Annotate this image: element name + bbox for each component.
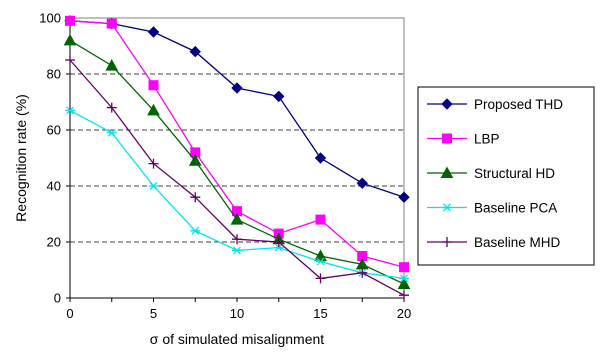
- data-point: [315, 257, 326, 266]
- data-point: [399, 274, 409, 283]
- x-tick-label: 0: [66, 306, 73, 321]
- data-point: [232, 246, 242, 255]
- legend-item: Structural HD: [427, 166, 555, 181]
- data-point: [63, 33, 77, 46]
- data-point: [148, 80, 159, 91]
- data-point: [105, 59, 119, 71]
- legend-marker: [440, 166, 454, 178]
- data-point: [399, 262, 409, 273]
- data-point: [315, 214, 326, 225]
- legend: Proposed THD LBP Structural HD Baseline PCA…: [417, 86, 595, 266]
- y-tick-label: 100: [39, 11, 61, 26]
- data-point: [399, 290, 409, 301]
- data-point: [273, 237, 284, 247]
- data-point: [273, 243, 284, 252]
- data-point: [315, 273, 326, 284]
- series-baseline-mhd: [65, 55, 409, 301]
- y-tick-label: 0: [54, 291, 61, 306]
- plot-area: [70, 18, 404, 298]
- x-tick-label: 20: [397, 306, 411, 321]
- y-tick-label: 40: [47, 179, 61, 194]
- x-tick-label: 10: [230, 306, 244, 321]
- legend-marker: [442, 203, 452, 212]
- series-lbp: [65, 15, 409, 273]
- data-point: [190, 192, 201, 203]
- legend-item: Baseline MHD: [427, 235, 561, 250]
- data-point: [188, 154, 202, 166]
- x-tick-label: 5: [150, 306, 157, 321]
- legend-marker: [442, 133, 452, 144]
- y-tick-label: 80: [47, 67, 61, 82]
- series-lines: [63, 15, 411, 301]
- x-axis-label: σ of simulated misalignment: [150, 331, 324, 347]
- data-point: [106, 128, 117, 137]
- data-point: [147, 26, 160, 38]
- legend-marker: [442, 237, 452, 247]
- y-axis-label: Recognition rate (%): [13, 94, 29, 222]
- plot-background: [70, 18, 404, 298]
- tick-labels: 0 20 40 60 80 100 0 5 10 15 20: [39, 11, 411, 322]
- data-point: [357, 267, 368, 278]
- data-point: [398, 191, 410, 203]
- data-point: [356, 177, 368, 189]
- legend-item: Proposed THD: [427, 97, 563, 112]
- data-point: [189, 45, 201, 58]
- data-point: [65, 15, 75, 26]
- legend-label: LBP: [474, 132, 500, 147]
- data-point: [148, 158, 159, 169]
- legend-label: Baseline PCA: [474, 201, 557, 216]
- data-point: [231, 82, 243, 94]
- data-point: [397, 277, 411, 289]
- data-point: [65, 106, 75, 115]
- legend-label: Proposed THD: [474, 97, 563, 112]
- legend-label: Baseline MHD: [474, 235, 561, 250]
- data-point: [314, 152, 327, 164]
- legend-marker: [441, 98, 453, 110]
- y-tick-label: 20: [47, 235, 61, 250]
- legend-item: LBP: [427, 132, 500, 147]
- y-tick-label: 60: [47, 123, 61, 138]
- series-baseline-pca: [65, 106, 409, 283]
- legend-item: Baseline PCA: [427, 201, 557, 216]
- data-point: [65, 55, 75, 65]
- axes: [66, 17, 405, 302]
- x-tick-label: 15: [313, 306, 327, 321]
- data-point: [106, 102, 117, 113]
- data-point: [190, 226, 201, 235]
- data-point: [273, 90, 285, 103]
- data-point: [106, 18, 117, 29]
- data-point: [148, 182, 159, 190]
- data-point: [147, 103, 160, 116]
- legend-label: Structural HD: [474, 166, 555, 181]
- data-point: [232, 234, 242, 245]
- data-point: [230, 213, 244, 225]
